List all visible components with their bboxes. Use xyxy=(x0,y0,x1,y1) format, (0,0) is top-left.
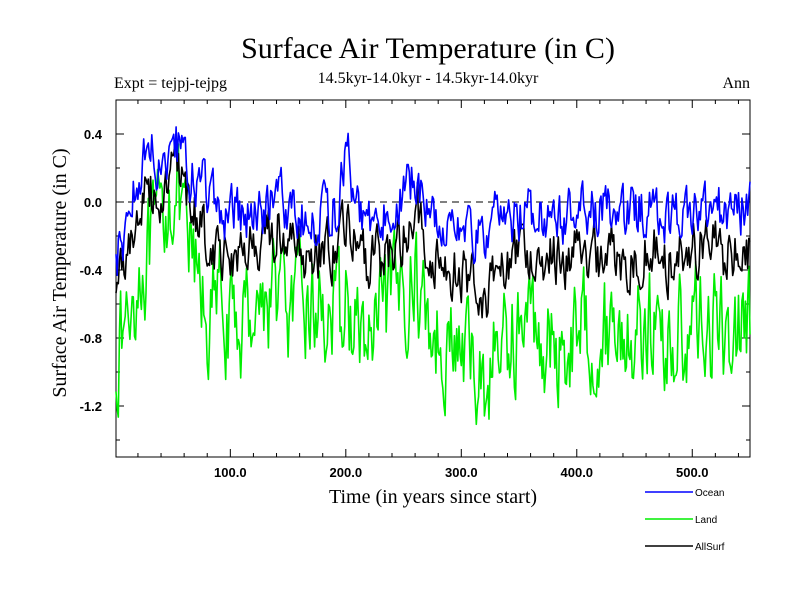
legend-label-ocean: Ocean xyxy=(695,488,724,499)
series-line-allsurf xyxy=(115,140,751,319)
experiment-label: Expt = tejpj-tejpg xyxy=(114,75,227,92)
y-tick-label: 0.4 xyxy=(84,127,103,142)
season-label: Ann xyxy=(722,75,750,92)
legend-label-land: Land xyxy=(695,515,717,526)
x-tick-label: 100.0 xyxy=(214,465,247,480)
legend-label-allsurf: AllSurf xyxy=(695,542,725,553)
x-tick-label: 400.0 xyxy=(561,465,594,480)
x-tick-label: 300.0 xyxy=(445,465,478,480)
x-axis-label: Time (in years since start) xyxy=(329,486,537,508)
plot-area: 0.4 0.0 -0.4 -0.8 -1.2 100.0 200.0 300.0 400.0 50… xyxy=(80,99,751,480)
x-tick-label: 200.0 xyxy=(330,465,363,480)
y-tick-label: 0.0 xyxy=(84,195,102,210)
y-tick-label: -0.8 xyxy=(80,331,102,346)
plot-frame xyxy=(115,99,751,458)
x-tick-label: 500.0 xyxy=(676,465,709,480)
chart-subtitle: 14.5kyr-14.0kyr - 14.5kyr-14.0kyr xyxy=(318,70,539,87)
chart-title: Surface Air Temperature (in C) xyxy=(241,32,615,65)
y-tick-label: -1.2 xyxy=(80,399,102,414)
y-axis-label: Surface Air Temperature (in C) xyxy=(49,148,71,397)
series-line-land xyxy=(115,143,751,426)
series-line-ocean xyxy=(115,126,751,277)
y-tick-label: -0.4 xyxy=(80,263,103,278)
legend: Ocean Land AllSurf xyxy=(645,488,725,553)
